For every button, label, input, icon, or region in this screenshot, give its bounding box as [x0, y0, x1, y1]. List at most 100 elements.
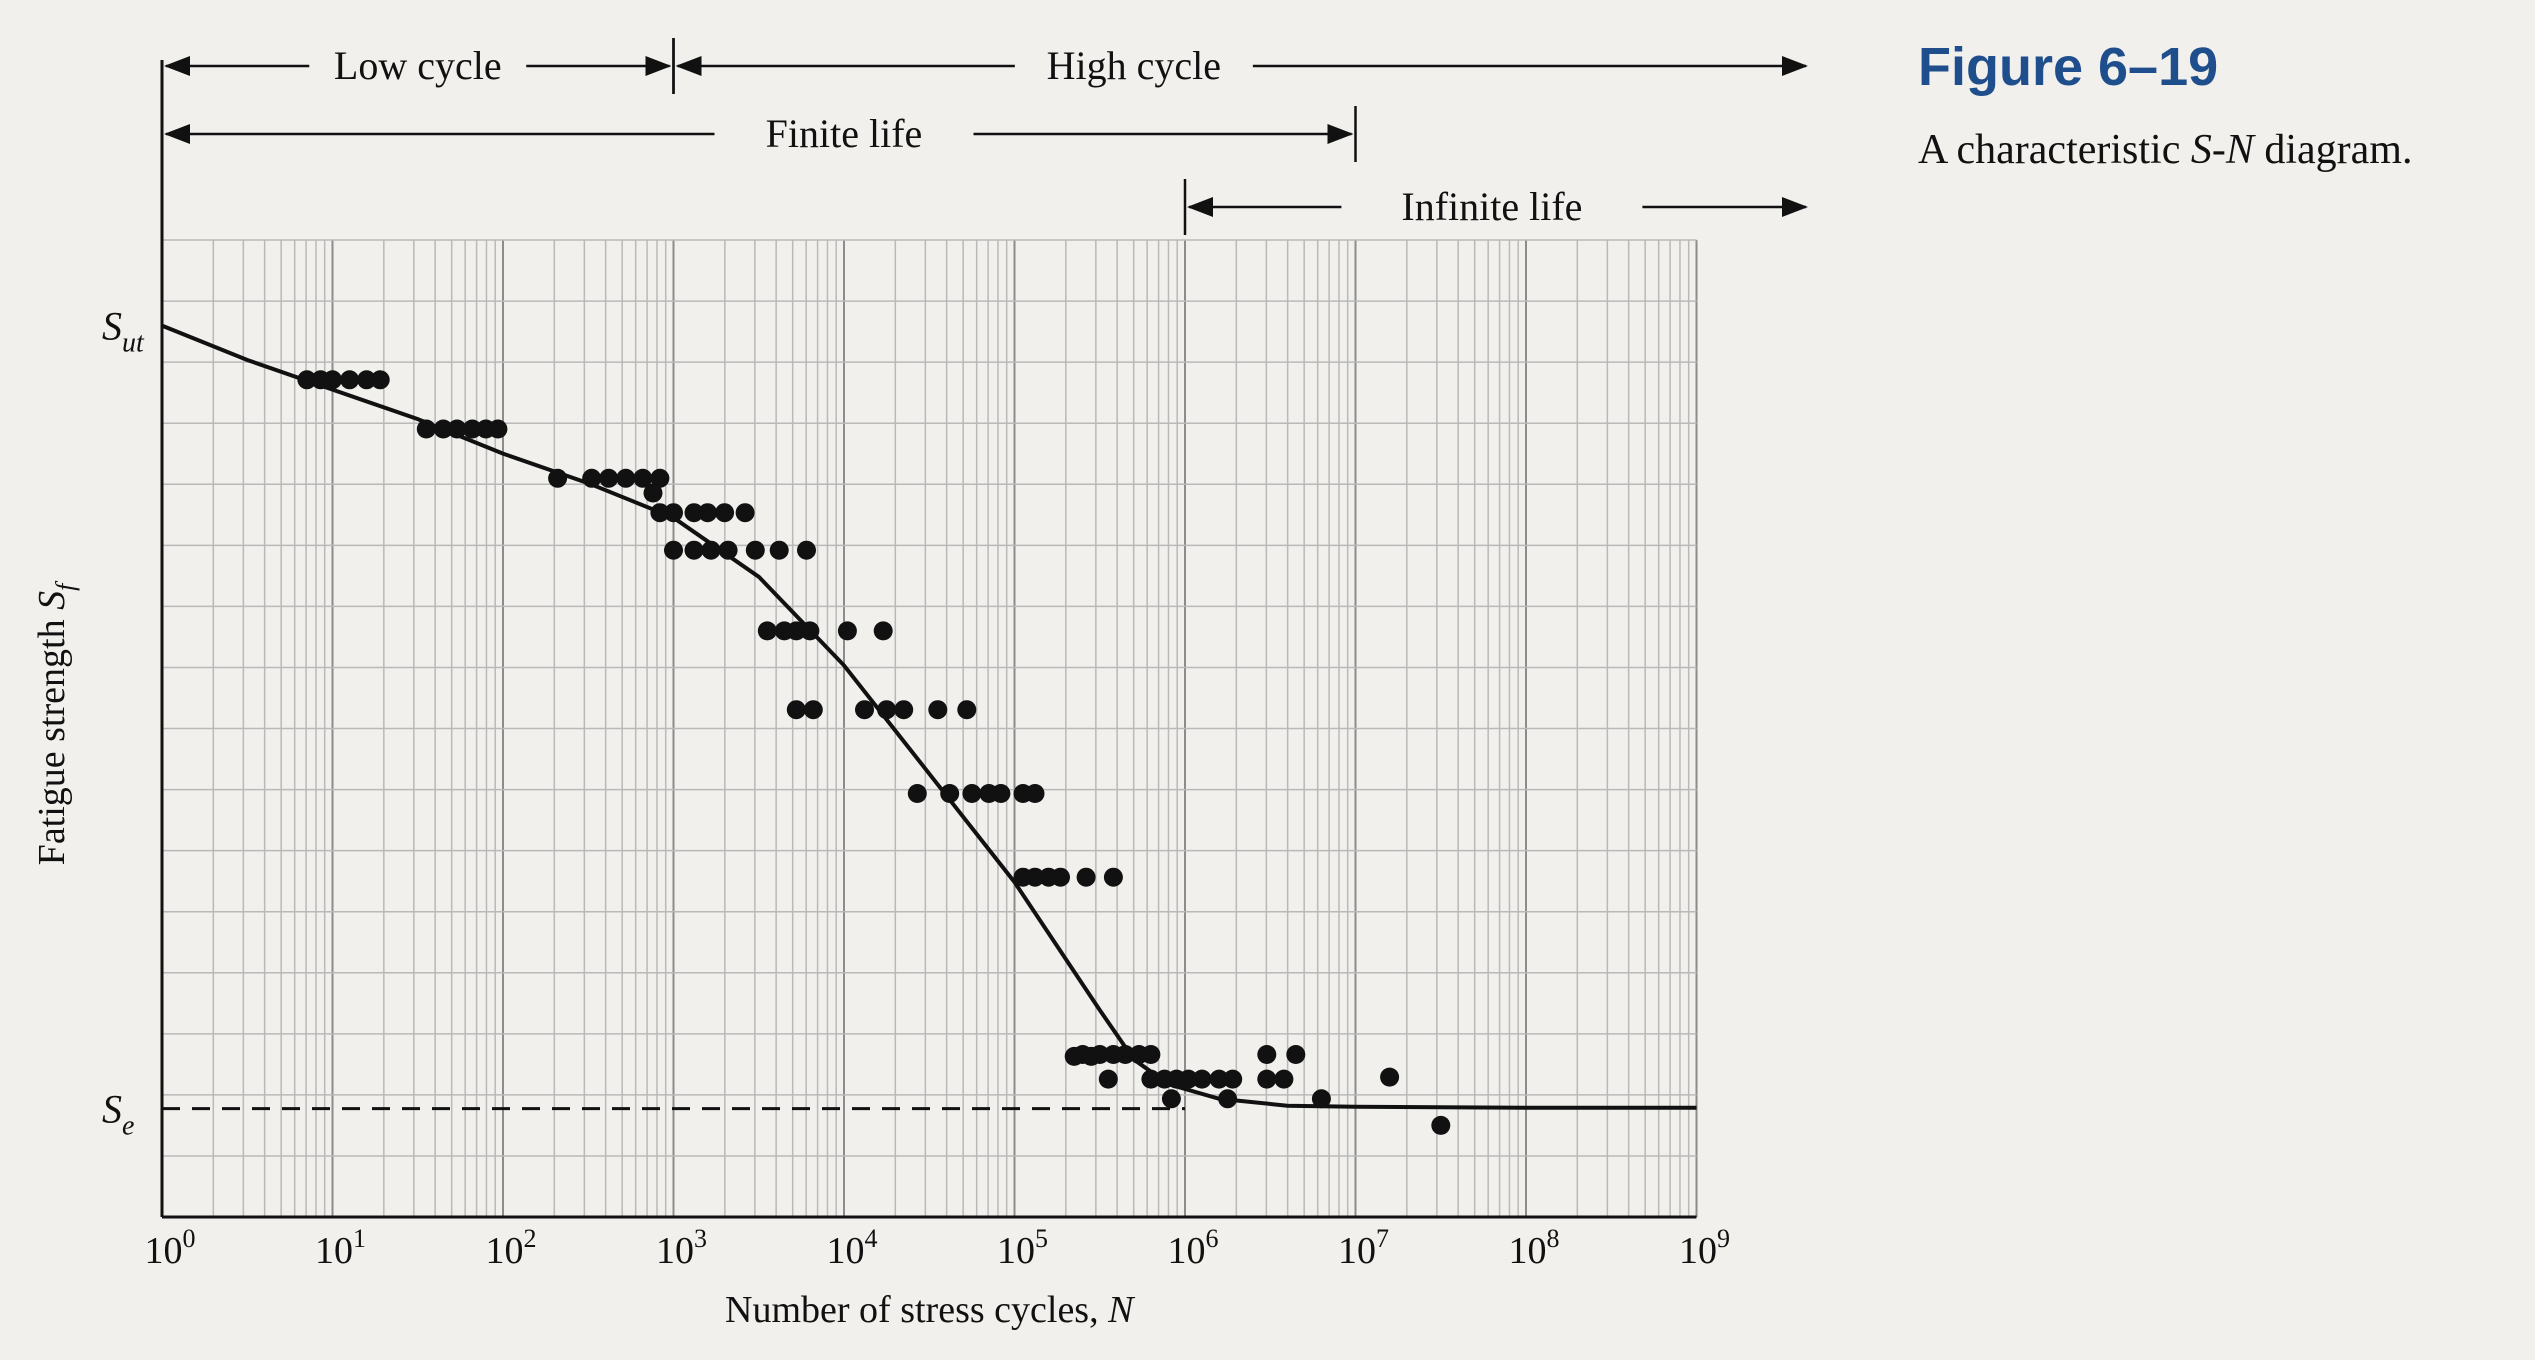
region-label: Low cycle — [334, 43, 502, 88]
data-point — [370, 370, 390, 390]
x-tick-exponent: 2 — [524, 1224, 537, 1253]
region-arrowhead — [675, 56, 702, 76]
x-tick-base: 10 — [997, 1230, 1035, 1272]
data-point — [735, 503, 755, 523]
data-point — [548, 468, 568, 488]
data-point — [650, 468, 670, 488]
x-tick-base: 10 — [145, 1230, 183, 1272]
data-point — [1311, 1089, 1331, 1109]
sn-fit-curve — [161, 323, 1697, 1110]
data-point — [1098, 1069, 1118, 1089]
region-arrowhead — [1782, 197, 1808, 217]
data-point — [698, 503, 718, 523]
data-point — [894, 700, 914, 720]
y-axis-label-symbol: S — [31, 591, 73, 610]
data-point — [797, 540, 816, 560]
figure-number: Figure 6–19 — [1918, 37, 2219, 97]
x-tick-label: 108 — [1509, 1224, 1560, 1272]
data-point — [340, 370, 360, 390]
data-point — [650, 503, 670, 523]
data-point — [803, 700, 823, 720]
x-tick-label: 109 — [1679, 1224, 1730, 1272]
data-point — [1025, 867, 1045, 887]
x-tick-base: 10 — [827, 1230, 865, 1272]
figure-caption-prefix: A characteristic — [1918, 127, 2191, 173]
data-point — [1209, 1069, 1229, 1089]
data-point — [701, 540, 721, 560]
data-point — [1103, 867, 1123, 887]
data-point — [1274, 1069, 1294, 1089]
x-axis-label-symbol: N — [1107, 1289, 1136, 1331]
data-point — [1257, 1045, 1277, 1064]
x-tick-label: 102 — [486, 1224, 537, 1272]
x-axis-label: Number of stress cycles, N — [725, 1289, 1136, 1331]
data-point — [1115, 1045, 1135, 1064]
data-point — [416, 419, 436, 439]
x-tick-base: 10 — [315, 1230, 353, 1272]
x-tick-base: 10 — [1509, 1230, 1547, 1272]
y-axis-label-subscript: f — [51, 580, 80, 591]
data-point — [1178, 1069, 1198, 1089]
data-point — [357, 370, 377, 390]
x-tick-exponent: 9 — [1717, 1224, 1730, 1253]
region-arrowhead — [645, 56, 672, 76]
data-point — [855, 700, 874, 720]
data-point — [1141, 1069, 1161, 1089]
data-point — [940, 784, 960, 803]
data-point — [1286, 1045, 1306, 1064]
x-tick-exponent: 0 — [183, 1224, 196, 1253]
data-point — [928, 700, 948, 720]
region-arrowhead — [1327, 124, 1354, 144]
y-marker-symbol: S — [102, 1087, 122, 1132]
x-tick-label: 105 — [997, 1224, 1048, 1272]
region-label: High cycle — [1047, 43, 1221, 88]
data-point — [433, 419, 453, 439]
x-tick-exponent: 5 — [1035, 1224, 1048, 1253]
x-tick-base: 10 — [656, 1230, 694, 1272]
x-tick-label: 101 — [315, 1224, 366, 1272]
region-arrowhead — [164, 56, 190, 76]
x-tick-base: 10 — [1168, 1230, 1206, 1272]
figure-caption: A characteristic S-N diagram. — [1918, 126, 2412, 174]
x-tick-exponent: 6 — [1206, 1224, 1219, 1253]
data-point — [616, 468, 636, 488]
data-point — [684, 540, 704, 560]
data-point — [786, 700, 806, 720]
x-tick-base: 10 — [1338, 1230, 1376, 1272]
data-point — [664, 540, 683, 560]
data-point — [837, 621, 857, 641]
data-point — [582, 468, 602, 488]
region-arrowhead — [164, 124, 190, 144]
data-point — [488, 419, 508, 439]
data-point — [1051, 867, 1070, 887]
x-tick-exponent: 1 — [353, 1224, 366, 1253]
data-point — [633, 468, 653, 488]
data-point — [957, 700, 977, 720]
x-tick-label: 103 — [656, 1224, 707, 1272]
x-axis-label-text: Number of stress cycles, — [725, 1289, 1108, 1331]
x-tick-base: 10 — [1679, 1230, 1717, 1272]
x-tick-exponent: 3 — [694, 1224, 707, 1253]
data-point — [1161, 1089, 1181, 1109]
data-point — [1141, 1045, 1161, 1064]
figure-caption-italic: S-N — [2190, 127, 2254, 173]
data-point — [1223, 1069, 1243, 1089]
data-point — [718, 540, 738, 560]
data-point — [769, 540, 789, 560]
region-arrowhead — [1782, 56, 1808, 76]
x-tick-label: 107 — [1338, 1224, 1389, 1272]
region-label: Finite life — [766, 111, 923, 156]
data-point — [323, 370, 342, 390]
y-marker-subscript: e — [122, 1111, 134, 1142]
data-point — [745, 540, 765, 560]
data-point — [991, 784, 1011, 803]
y-axis-label: Fatigue strength Sf — [31, 580, 80, 865]
data-point — [1431, 1115, 1451, 1135]
data-point — [1380, 1067, 1400, 1087]
y-marker-label-e: Se — [102, 1087, 134, 1142]
data-point — [800, 621, 820, 641]
x-tick-base: 10 — [486, 1230, 524, 1272]
data-point — [962, 784, 982, 803]
